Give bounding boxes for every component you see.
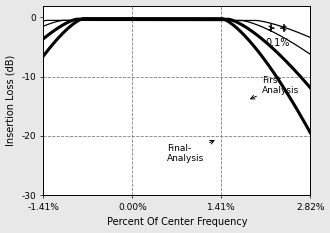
Text: First
Analysis: First Analysis xyxy=(251,76,299,99)
X-axis label: Percent Of Center Frequency: Percent Of Center Frequency xyxy=(107,217,247,227)
Text: 0.1%: 0.1% xyxy=(265,38,290,48)
Text: Final-
Analysis: Final- Analysis xyxy=(167,140,214,164)
Y-axis label: Insertion Loss (dB): Insertion Loss (dB) xyxy=(6,55,16,146)
